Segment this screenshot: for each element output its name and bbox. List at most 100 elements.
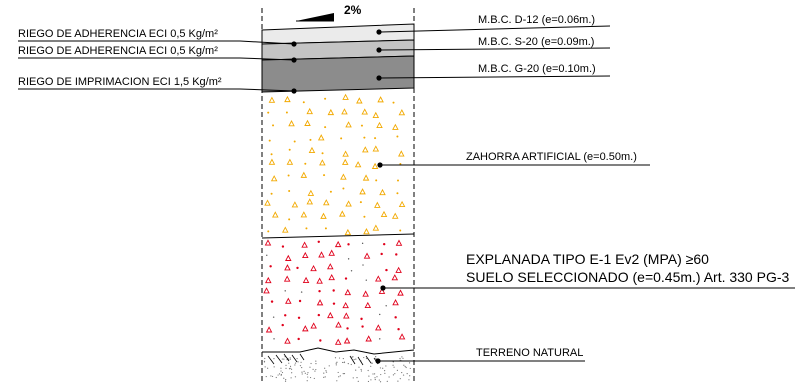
suelo-grain — [284, 290, 286, 292]
suelo-mark — [316, 299, 324, 306]
zahorra-dot — [285, 111, 288, 114]
terreno-grain — [264, 366, 266, 368]
terreno-grain — [304, 372, 306, 374]
zahorra-dot — [360, 124, 363, 127]
zahorra-mark — [356, 97, 363, 104]
zahorra-dot — [374, 137, 377, 140]
zahorra-bottom-line — [261, 233, 415, 239]
terreno-grain — [336, 361, 338, 363]
zahorra-mark — [270, 175, 278, 182]
suelo-grain — [365, 279, 367, 281]
terreno-grain — [281, 358, 283, 360]
terreno-grain — [280, 374, 282, 376]
terreno-grain — [290, 368, 293, 370]
terreno-grain — [370, 365, 372, 367]
suelo-mark — [397, 289, 404, 296]
zahorra-dot — [342, 187, 345, 190]
suelo-grain — [300, 291, 303, 293]
zahorra-mark — [362, 174, 370, 181]
terreno-grain — [285, 367, 287, 369]
zahorra-dot — [392, 101, 395, 104]
suelo-mark — [310, 322, 317, 329]
suelo-mark — [362, 290, 369, 297]
terreno-grain — [325, 371, 328, 373]
suelo-mark — [284, 337, 291, 344]
suelo-mark — [284, 264, 291, 271]
zahorra-dot — [267, 230, 270, 233]
zahorra-mark — [372, 111, 380, 118]
terreno-grain — [342, 361, 344, 364]
terreno-grain — [370, 379, 372, 381]
terreno-grain — [396, 369, 398, 372]
leader-dot-mbc-d12 — [376, 29, 382, 35]
suelo-mark — [263, 287, 270, 294]
terreno-grain — [367, 369, 369, 372]
zahorra-mark — [300, 211, 308, 218]
terreno-grain — [288, 362, 290, 364]
zahorra-dot — [375, 179, 378, 182]
terreno-grain — [385, 365, 387, 367]
label-zahorra: ZAHORRA ARTIFICIAL (e=0.50m.) — [466, 151, 637, 163]
terreno-grain — [386, 380, 388, 382]
suelo-dot — [318, 289, 321, 293]
suelo-dot — [297, 316, 301, 319]
suelo-grain — [385, 305, 387, 307]
terreno-grain — [277, 374, 279, 376]
leader-mbc-d12 — [378, 25, 611, 33]
terreno-grain — [265, 375, 267, 378]
leader-dot-mbc-s20 — [376, 47, 382, 53]
terreno-grain — [343, 372, 346, 375]
suelo-mark — [364, 301, 372, 309]
zahorra-dot — [293, 140, 296, 143]
terreno-grain — [301, 373, 303, 375]
terreno-grain — [380, 373, 382, 376]
terreno-grain — [408, 379, 410, 381]
label-explanada-line1: EXPLANADA TIPO E-1 Ev2 (MPA) ≥60 — [466, 251, 709, 267]
zahorra-dot — [270, 192, 273, 195]
terreno-grain — [334, 357, 337, 359]
suelo-grain — [272, 316, 275, 318]
terreno-grain — [350, 363, 352, 366]
zahorra-mark — [340, 173, 347, 180]
suelo-mark — [328, 273, 335, 281]
terreno-grain — [284, 380, 287, 382]
suelo-grain — [350, 270, 353, 272]
zahorra-mark — [345, 200, 352, 207]
terreno-grain — [360, 368, 362, 371]
zahorra-dot — [396, 192, 399, 195]
terreno-grain — [306, 373, 308, 375]
terreno-grain — [379, 381, 382, 383]
terreno-grain — [336, 380, 338, 382]
zahorra-mark — [371, 162, 379, 169]
zahorra-mark — [304, 119, 311, 126]
terreno-grain — [363, 356, 365, 359]
suelo-mark — [264, 239, 272, 246]
zahorra-dot — [272, 124, 275, 127]
terreno-grain — [374, 377, 376, 379]
zahorra-dot — [302, 101, 305, 104]
suelo-mark — [335, 321, 342, 328]
terreno-grain — [294, 376, 297, 378]
zahorra-mark — [344, 228, 352, 236]
terreno-grain — [315, 368, 317, 371]
leader-dot-riego-imprimacion — [291, 88, 297, 94]
leader-dot-terreno — [375, 358, 381, 364]
leader-dot-explanada — [380, 285, 386, 291]
zahorra-dot — [324, 227, 327, 230]
label-riego-adherencia-1: RIEGO DE ADHERENCIA ECI 0,5 Kg/m² — [18, 28, 218, 40]
terreno-grain — [299, 365, 302, 367]
label-terreno-natural: TERRENO NATURAL — [476, 347, 583, 359]
zahorra-mark — [374, 201, 381, 208]
zahorra-mark — [354, 161, 362, 168]
zahorra-mark — [320, 212, 327, 219]
zahorra-mark — [361, 108, 368, 115]
terreno-grain — [408, 362, 411, 364]
suelo-mark — [316, 277, 323, 284]
suelo-dot — [361, 325, 364, 328]
suelo-dot — [269, 265, 272, 268]
terreno-grain — [384, 369, 386, 372]
terreno-grain — [324, 376, 326, 378]
label-mbc-s20: M.B.C. S-20 (e=0.09m.) — [478, 36, 594, 48]
terreno-grain — [365, 357, 368, 360]
zahorra-dot — [359, 201, 362, 204]
